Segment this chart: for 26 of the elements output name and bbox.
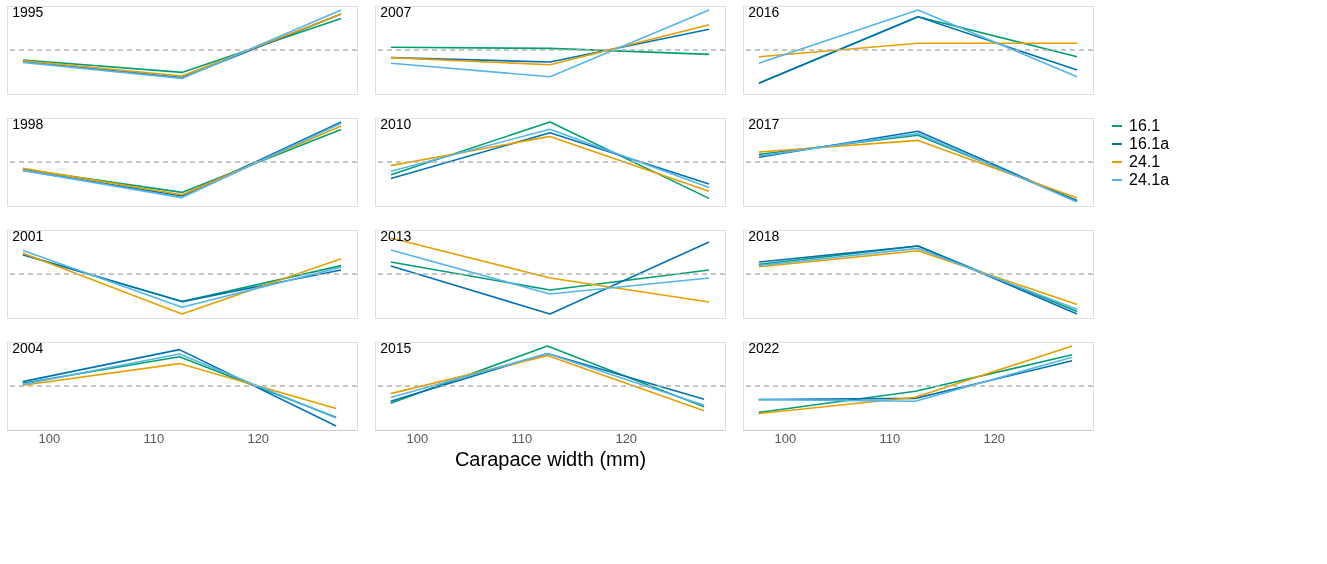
- x-tick-label: 120: [983, 430, 1006, 446]
- x-tick-label: 100: [774, 430, 797, 446]
- chart-title: 2017: [748, 116, 780, 132]
- x-tick-label: 100: [406, 430, 429, 446]
- x-tick-label: 100: [38, 430, 61, 446]
- legend-label: 24.1a: [1129, 171, 1170, 188]
- legend-label: 24.1: [1129, 153, 1161, 170]
- chart-title: 1998: [12, 116, 44, 132]
- chart-title: 2013: [380, 228, 412, 244]
- chart-title: 2007: [380, 4, 412, 20]
- chart-title: 2016: [748, 4, 780, 20]
- legend-label: 16.1a: [1129, 135, 1170, 152]
- x-tick-label: 110: [511, 430, 533, 446]
- chart-title: 2022: [748, 340, 780, 356]
- chart-title: 2018: [748, 228, 780, 244]
- x-tick-label: 120: [615, 430, 638, 446]
- chart-title: 1995: [12, 4, 44, 20]
- legend-label: 16.1: [1129, 117, 1161, 134]
- x-tick-label: 120: [247, 430, 270, 446]
- x-tick-label: 110: [879, 430, 901, 446]
- chart-title: 2004: [12, 340, 44, 356]
- x-axis-title: Carapace width (mm): [454, 447, 647, 470]
- chart-title: 2015: [380, 340, 412, 356]
- chart-title: 2001: [12, 228, 44, 244]
- chart-title: 2010: [380, 116, 412, 132]
- x-tick-label: 110: [143, 430, 165, 446]
